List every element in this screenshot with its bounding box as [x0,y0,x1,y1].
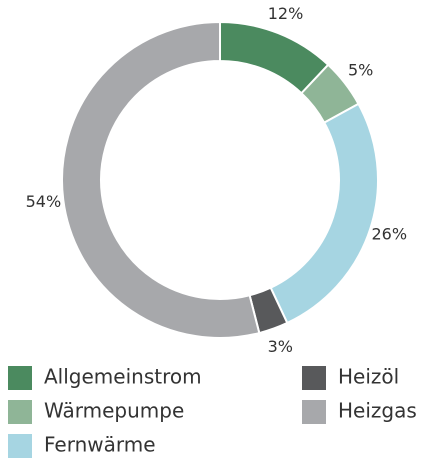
slice-label: 26% [372,225,408,244]
slice-label: 5% [348,60,373,79]
legend-swatch [8,434,32,458]
legend-label: Allgemeinstrom [44,365,202,389]
legend-swatch [8,366,32,390]
legend-label: Fernwärme [44,433,156,457]
slice-label: 3% [268,337,293,356]
slice [269,102,379,325]
legend-swatch [8,400,32,424]
legend-label: Heizöl [338,365,399,389]
legend-label: Wärmepumpe [44,399,184,423]
slice-label: 12% [268,4,304,23]
legend-swatch [302,366,326,390]
legend-label: Heizgas [338,399,417,423]
slice-label: 54% [26,192,62,211]
legend-swatch [302,400,326,424]
slice [61,20,261,339]
